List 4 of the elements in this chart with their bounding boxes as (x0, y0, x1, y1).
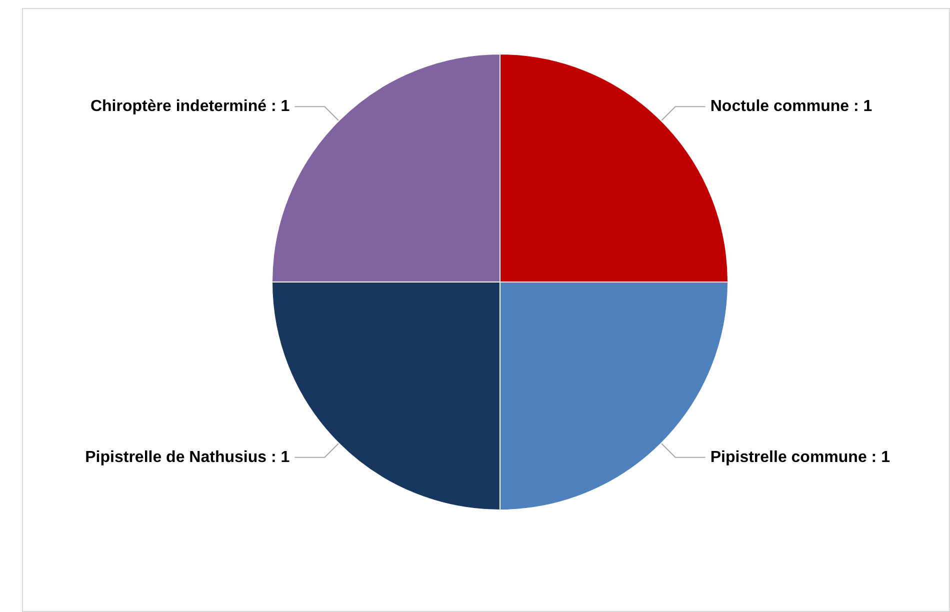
slice-label: Chiroptère indeterminé : 1 (90, 98, 290, 116)
slice-label: Pipistrelle de Nathusius : 1 (85, 448, 290, 466)
slice-label: Noctule commune : 1 (710, 98, 872, 116)
slice-label: Pipistrelle commune : 1 (710, 448, 890, 466)
